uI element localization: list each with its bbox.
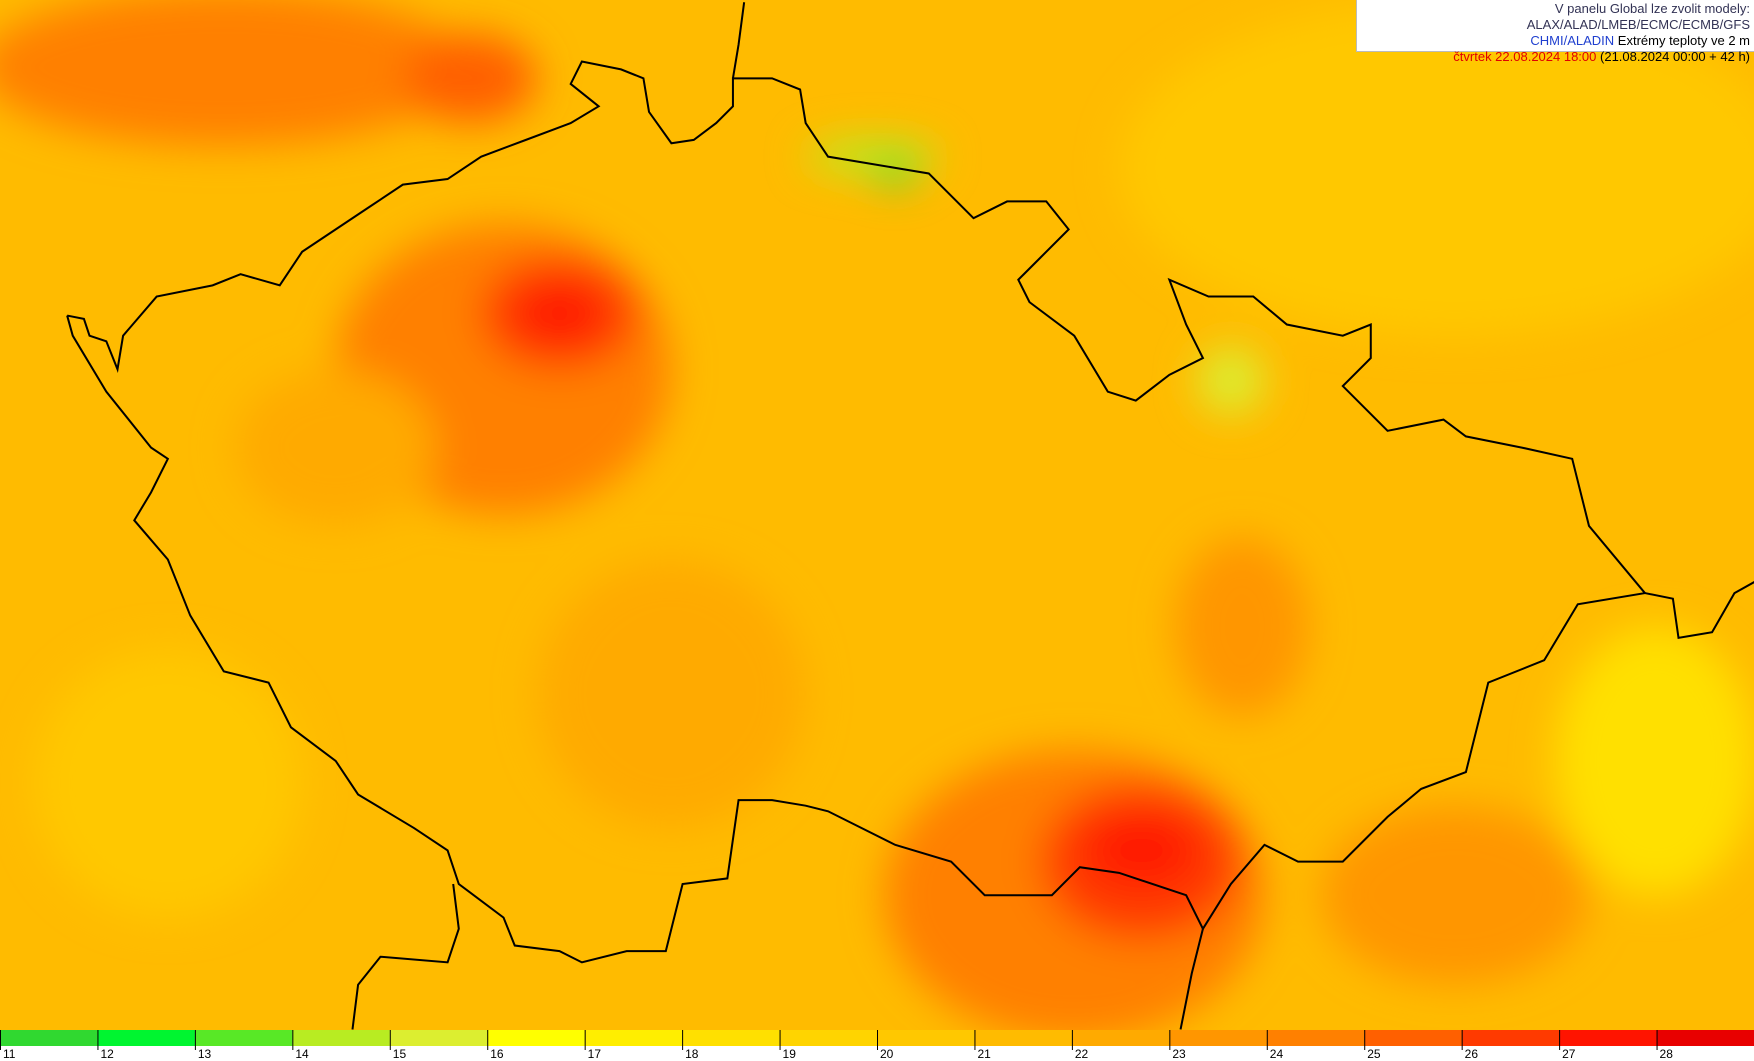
country-border	[66, 60, 1647, 964]
model-name: CHMI/ALADIN	[1530, 33, 1615, 48]
country-border	[1644, 581, 1754, 639]
header-line: V panelu Global lze zvolit modely: ALAX/…	[1526, 1, 1750, 32]
legend-swatch	[0, 1030, 98, 1046]
header: V panelu Global lze zvolit modely: ALAX/…	[1356, 0, 1754, 64]
country-border	[731, 2, 746, 79]
legend-label: 20	[880, 1047, 894, 1061]
legend-swatch	[682, 1030, 781, 1046]
legend-label: 28	[1660, 1047, 1674, 1061]
legend-label: 24	[1270, 1047, 1284, 1061]
legend-swatch	[487, 1030, 586, 1046]
country-border	[351, 883, 460, 1030]
legend-swatch	[97, 1030, 196, 1046]
legend-swatch	[389, 1030, 488, 1046]
borders	[66, 2, 1754, 1030]
legend-label: 17	[588, 1047, 602, 1061]
valid-time: čtvrtek 22.08.2024 18:00	[1453, 49, 1597, 64]
legend-label: 16	[490, 1047, 504, 1061]
legend-label: 12	[100, 1047, 114, 1061]
run-time: (21.08.2024 00:00 + 42 h)	[1600, 49, 1750, 64]
legend-label: 26	[1465, 1047, 1479, 1061]
legend-swatch	[1169, 1030, 1268, 1046]
legend-label: 19	[783, 1047, 797, 1061]
legend-label: 25	[1367, 1047, 1381, 1061]
legend-label: 14	[295, 1047, 309, 1061]
legend-label: 18	[685, 1047, 699, 1061]
legend-swatch	[1071, 1030, 1170, 1046]
legend-label: 11	[3, 1047, 16, 1061]
legend-label: 23	[1172, 1047, 1186, 1061]
legend-swatch	[877, 1030, 975, 1046]
legend-label: 22	[1075, 1047, 1089, 1061]
legend-swatch	[1266, 1030, 1365, 1046]
legend-swatch	[1559, 1030, 1658, 1046]
legend-swatch	[779, 1030, 878, 1046]
legend-swatch	[584, 1030, 683, 1046]
product-name: Extrémy teploty ve 2 m	[1617, 33, 1750, 48]
legend-label: 27	[1562, 1047, 1576, 1061]
legend-swatch	[974, 1030, 1073, 1046]
legend-swatch	[1461, 1030, 1560, 1046]
legend-label: 21	[977, 1047, 991, 1061]
legend: 11 12 13 14 15 16 17 18 19 20 21 22 23 24 25 26 27 28	[0, 1030, 1754, 1061]
legend-swatch	[194, 1030, 293, 1046]
legend-label: 13	[198, 1047, 212, 1061]
legend-label: 15	[393, 1047, 407, 1061]
legend-swatch	[1656, 1030, 1754, 1046]
country-border	[1179, 928, 1204, 1030]
legend-swatch	[1364, 1030, 1463, 1046]
legend-swatch	[292, 1030, 391, 1046]
